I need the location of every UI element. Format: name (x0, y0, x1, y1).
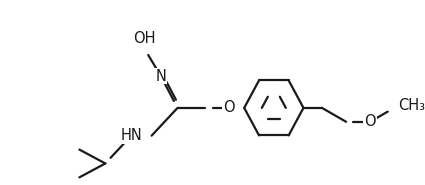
Text: O: O (364, 114, 376, 129)
Text: OH: OH (133, 31, 156, 46)
Text: O: O (224, 100, 235, 115)
Text: HN: HN (120, 128, 142, 143)
Text: N: N (156, 69, 166, 84)
Text: CH₃: CH₃ (398, 98, 425, 113)
